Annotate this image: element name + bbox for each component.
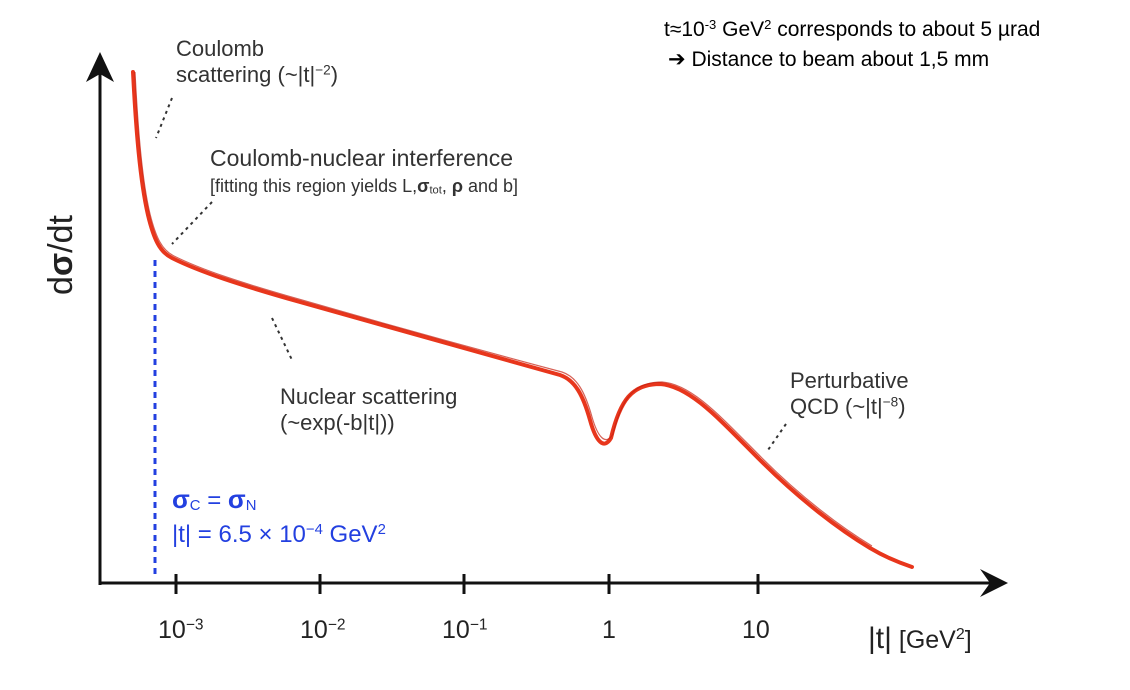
tick-base: 10: [442, 616, 470, 644]
sub: tot: [429, 184, 442, 197]
leader-coulomb: [155, 97, 173, 139]
text: and b]: [463, 176, 519, 196]
sub: N: [245, 498, 257, 515]
x-tick-label-10: 10: [742, 616, 770, 645]
x-tick-label-1e-2: 10−2: [300, 616, 346, 645]
text: =: [200, 487, 228, 514]
x-tick-label-1: 1: [602, 616, 616, 645]
tick-exp: −3: [185, 616, 204, 634]
exp: −8: [882, 394, 899, 410]
leader-cni: [171, 201, 213, 245]
note-exp: -3: [704, 16, 717, 32]
tick-exp: −1: [469, 616, 488, 634]
text: scattering (~|t|: [176, 62, 316, 87]
annotation-cross-point: σC = σN |t| = 6.5 × 10−4 GeV2: [172, 482, 386, 552]
arrow-icon: ➔: [668, 48, 686, 71]
annotation-cni-line2: [fitting this region yields L,σtot, ρ an…: [210, 173, 518, 199]
x-tick-label-1e-1: 10−1: [442, 616, 488, 645]
annotation-cross-equation: σC = σN: [172, 482, 386, 518]
note-text: t≈10: [664, 18, 705, 41]
annotation-coulomb-line2: scattering (~|t|−2): [176, 62, 338, 88]
sigma: σ: [227, 484, 246, 514]
y-label-part: /dt: [42, 215, 80, 253]
annotation-pqcd-line2: QCD (~|t|−8): [790, 394, 909, 420]
exp: −4: [305, 521, 323, 538]
annotation-cni-line1: Coulomb-nuclear interference: [210, 145, 513, 171]
exp: −2: [315, 62, 331, 78]
exp: 2: [377, 521, 386, 538]
annotation-coulomb-line1: Coulomb: [176, 36, 265, 61]
note-text: corresponds to about 5 µrad: [771, 18, 1041, 41]
tick-base: 10: [158, 616, 186, 644]
text: [fitting this region yields L,: [210, 176, 418, 196]
note-exp: 2: [764, 16, 772, 32]
annotation-cross-t: |t| = 6.5 × 10−4 GeV2: [172, 518, 386, 552]
sigma: σ: [417, 176, 430, 196]
text: ,: [441, 176, 452, 196]
annotation-nuclear-line1: Nuclear scattering: [280, 384, 458, 409]
annotation-coulomb: Coulomb scattering (~|t|−2): [176, 36, 338, 88]
x-label-unit: [GeV: [891, 626, 956, 654]
text: ): [898, 394, 906, 419]
y-axis-arrowhead: [86, 52, 114, 82]
text: |t| = 6.5 × 10: [172, 521, 306, 548]
text: QCD (~|t|: [790, 394, 883, 419]
y-axis-label: dσ/dt: [42, 215, 81, 295]
tick-base: 1: [602, 616, 616, 644]
tick-base: 10: [742, 616, 770, 644]
rho: ρ: [451, 176, 463, 196]
dsigma-dt-curve: [131, 70, 914, 569]
annotation-cni: Coulomb-nuclear interference [fitting th…: [210, 145, 518, 199]
y-label-part: d: [42, 276, 80, 295]
resolution-note-line2: ➔ Distance to beam about 1,5 mm: [668, 46, 989, 74]
x-tick-label-1e-3: 10−3: [158, 616, 204, 645]
annotation-pqcd-line1: Perturbative: [790, 368, 909, 393]
text: GeV: [322, 521, 378, 548]
annotation-pqcd: Perturbative QCD (~|t|−8): [790, 368, 909, 420]
x-axis-arrowhead: [980, 569, 1008, 597]
y-label-sigma: σ: [42, 252, 80, 277]
tick-exp: −2: [327, 616, 346, 634]
leader-pqcd: [767, 423, 787, 451]
sigma: σ: [172, 484, 190, 514]
tick-base: 10: [300, 616, 328, 644]
x-label-exp: 2: [955, 626, 965, 644]
note-text: GeV: [716, 18, 765, 41]
text: ): [330, 62, 339, 87]
sub: C: [189, 498, 201, 515]
x-label-t: |t|: [868, 622, 892, 655]
annotation-nuclear: Nuclear scattering (~exp(-b|t|)): [280, 384, 457, 436]
annotation-nuclear-line2: (~exp(-b|t|)): [280, 410, 395, 435]
dsigma-dt-curve-shadow: [134, 71, 873, 547]
resolution-note-line1: t≈10-3 GeV2 corresponds to about 5 µrad: [664, 16, 1040, 44]
x-label-unit: ]: [964, 626, 972, 654]
note-text: Distance to beam about 1,5 mm: [685, 48, 990, 71]
leader-nuclear: [271, 317, 293, 361]
x-axis-label: |t| [GeV2]: [868, 622, 972, 656]
